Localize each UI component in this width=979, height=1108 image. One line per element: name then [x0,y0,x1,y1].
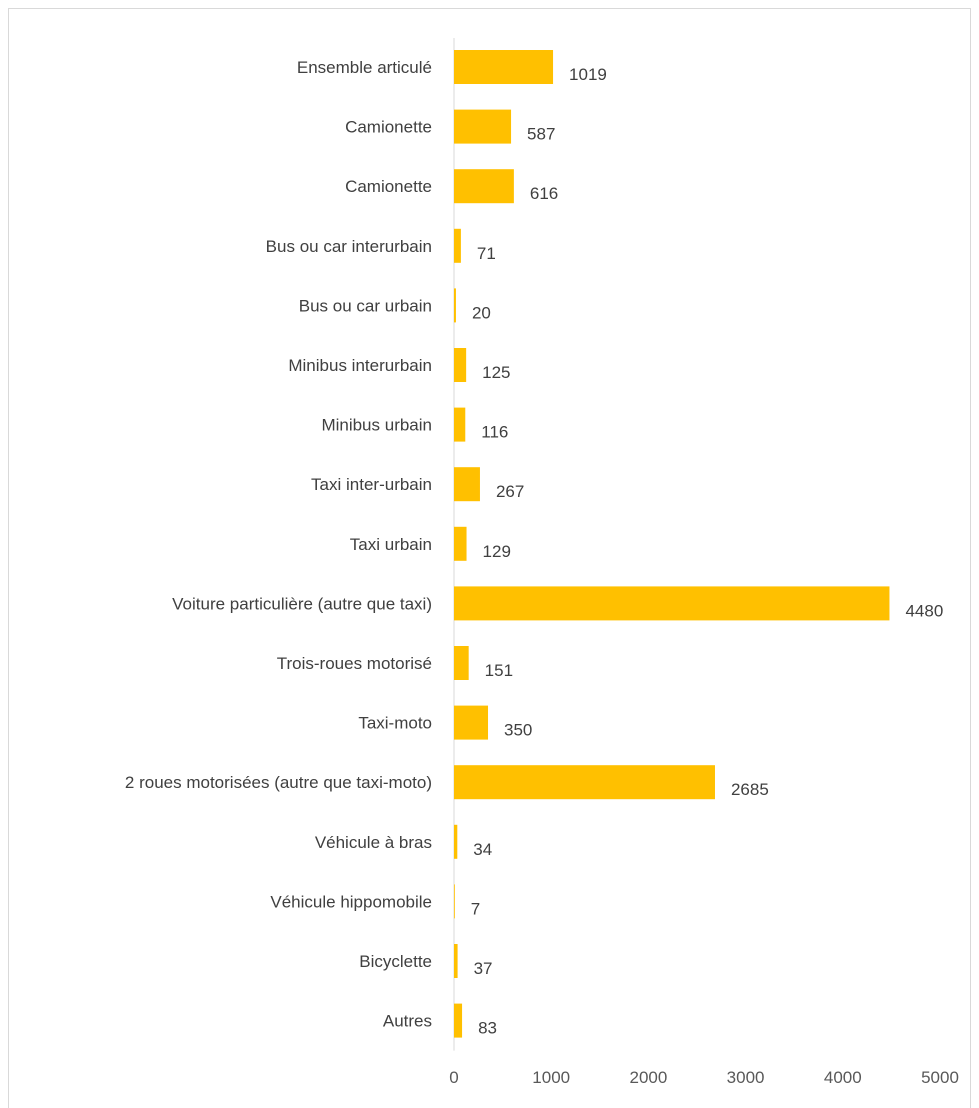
category-label: Bicyclette [359,952,432,971]
bar [454,944,458,978]
data-label: 116 [481,423,508,442]
bar [454,526,467,561]
category-label: Ensemble articulé [297,58,432,77]
x-tick-label: 5000 [921,1068,959,1087]
bar [454,348,467,382]
bar [454,824,458,859]
x-tick-labels-group: 0 1000 2000 3000 4000 5000 [449,1068,959,1087]
data-label: 7 [471,899,480,918]
data-label: 4480 [905,601,943,620]
bar [454,705,489,740]
bar [454,467,480,502]
data-label: 2685 [731,780,769,799]
bar [454,288,456,323]
category-label: Camionette [345,118,432,137]
bar [454,228,461,263]
data-label: 20 [472,303,491,322]
x-tick-label: 0 [449,1068,458,1087]
category-label: Taxi urbain [350,535,432,554]
category-label: Voiture particulière (autre que taxi) [172,594,432,613]
data-label: 350 [504,721,532,740]
bar [454,169,514,204]
data-label: 129 [483,542,511,561]
bar [454,109,512,144]
data-label: 83 [478,1019,497,1038]
data-label: 267 [496,482,524,501]
x-tick-label: 3000 [727,1068,765,1087]
data-label: 616 [530,184,558,203]
category-label: Bus ou car interurbain [266,237,432,256]
category-label: Taxi-moto [358,714,432,733]
bar [454,765,715,800]
bar [454,884,455,919]
category-label: Autres [383,1012,432,1031]
category-labels-group: Ensemble articulé Camionette Camionette Bus… [125,58,432,1031]
data-label: 37 [474,959,493,978]
data-label: 71 [477,244,496,263]
category-label: Véhicule hippomobile [270,892,432,911]
data-label: 34 [473,840,492,859]
x-tick-label: 4000 [824,1068,862,1087]
bar [454,1003,463,1038]
data-label: 151 [485,661,513,680]
category-label: Bus ou car urbain [299,296,432,315]
x-tick-label: 2000 [629,1068,667,1087]
data-label: 587 [527,125,555,144]
category-label: Véhicule à bras [315,833,432,852]
category-label: Minibus interurbain [288,356,432,375]
category-label: Taxi inter-urbain [311,475,432,494]
bars-group [454,50,890,1038]
data-label: 1019 [569,65,607,84]
category-label: Camionette [345,177,432,196]
bar [454,646,469,680]
bar [454,407,466,442]
bar [454,50,554,84]
category-label: 2 roues motorisées (autre que taxi-moto) [125,773,432,792]
data-labels-group: 1019 587 616 71 20 125 116 267 129 4480 151 350 2685… [471,65,943,1038]
x-tick-label: 1000 [532,1068,570,1087]
category-label: Trois-roues motorisé [277,654,432,673]
bar [454,586,890,621]
category-label: Minibus urbain [321,416,432,435]
data-label: 125 [482,363,510,382]
